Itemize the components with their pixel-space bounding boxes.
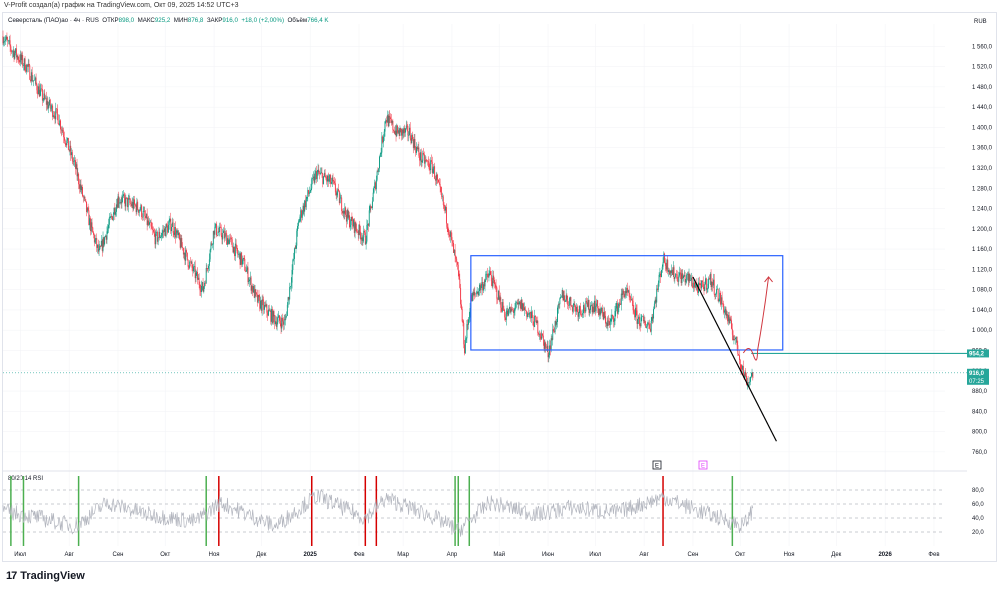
- tv-logo-icon: 17: [6, 570, 17, 582]
- volume-label: Объём: [287, 17, 308, 24]
- chart-credit: V-Profit создал(а) график на TradingView…: [4, 2, 239, 9]
- open-label: ОТКР: [102, 17, 119, 24]
- high-value: 925,2: [154, 17, 171, 24]
- rsi-indicator-label[interactable]: 80/20 14 RSI: [8, 476, 44, 482]
- close-label: ЗАКР: [206, 17, 223, 24]
- open-value: 898,0: [118, 17, 135, 24]
- change-value: +18,0 (+2,00%): [241, 17, 285, 24]
- volume-value: 766,4 K: [307, 17, 329, 24]
- currency-label: RUB: [974, 19, 987, 25]
- low-label: МИН: [173, 17, 188, 24]
- high-label: МАКС: [137, 17, 155, 24]
- close-value: 916,0: [222, 17, 238, 24]
- low-value: 876,8: [187, 17, 204, 24]
- chart-frame: [2, 12, 997, 562]
- symbol-info-bar: Северсталь (ПАО)ао · 4ч · RUS ОТКР898,0 …: [8, 17, 329, 24]
- tradingview-logo[interactable]: 17 TradingView: [6, 570, 85, 582]
- symbol-name[interactable]: Северсталь (ПАО)ао · 4ч · RUS: [8, 17, 99, 24]
- brand-name: TradingView: [20, 570, 85, 582]
